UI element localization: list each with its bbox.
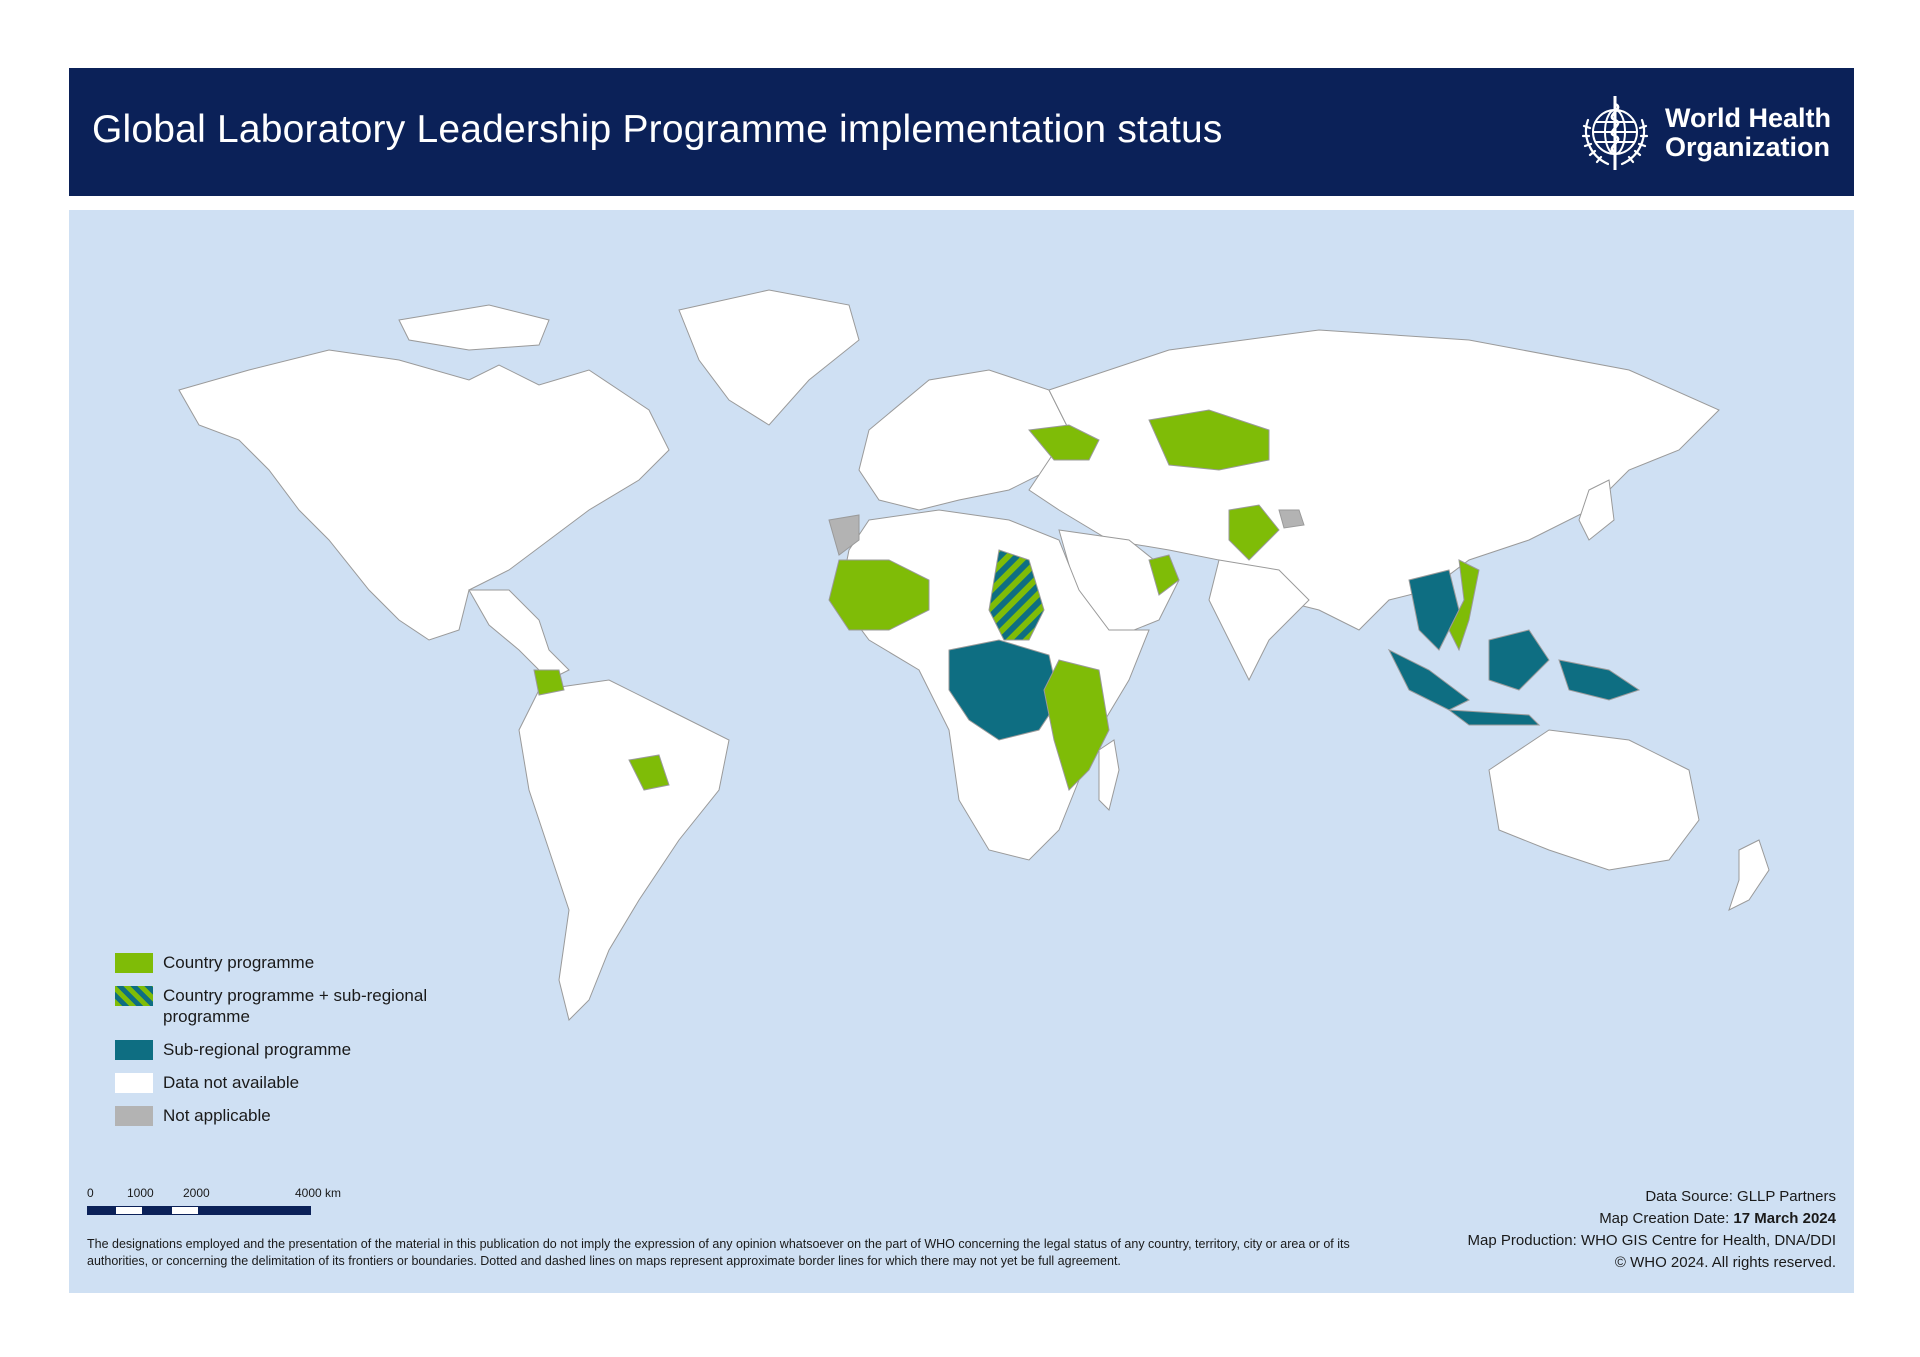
ecuador	[533, 669, 565, 696]
north-america-landmass	[178, 349, 670, 641]
new-zealand	[1728, 839, 1770, 911]
legend-label: Country programme + sub-regional program…	[163, 986, 428, 1026]
central-africa-subregion	[948, 639, 1060, 741]
map-legend: Country programme Country programme + su…	[115, 952, 483, 1138]
western-sahara	[828, 514, 860, 556]
west-africa-programme	[828, 559, 930, 631]
indonesia-west	[1387, 648, 1470, 711]
indonesia-borneo	[1488, 629, 1550, 691]
who-emblem-icon	[1581, 96, 1649, 170]
east-africa-programme	[1043, 659, 1110, 791]
scale-label: 1000	[127, 1186, 154, 1200]
legend-item: Sub-regional programme	[115, 1039, 483, 1060]
scale-label: 0	[87, 1186, 94, 1200]
copyright: © WHO 2024. All rights reserved.	[1614, 1254, 1836, 1271]
legend-item: Not applicable	[115, 1105, 483, 1126]
legend-label: Sub-regional programme	[163, 1040, 352, 1059]
scale-label: 2000	[183, 1186, 210, 1200]
legend-item: Country programme + sub-regional program…	[115, 985, 483, 1027]
who-logo: World Health Organization	[1572, 90, 1832, 174]
paraguay	[628, 754, 670, 791]
scale-bar: 0 1000 2000 4000 km	[87, 1186, 341, 1215]
legend-swatch-no-data	[115, 1073, 153, 1093]
legend-label: Country programme	[163, 953, 315, 972]
vietnam	[1448, 559, 1480, 652]
mekong-countries	[1408, 569, 1460, 651]
europe	[858, 369, 1070, 511]
australia	[1488, 729, 1700, 871]
legend-swatch-not-applicable	[115, 1106, 153, 1126]
arctic-islands	[398, 304, 550, 351]
world-map: Country programme Country programme + su…	[69, 210, 1854, 1293]
indonesia-east	[1558, 659, 1641, 701]
legend-swatch-country-programme	[115, 953, 153, 973]
disclaimer-text: The designations employed and the presen…	[87, 1237, 1350, 1268]
kazakhstan	[1148, 409, 1270, 471]
creation-date: Map Creation Date: 17 March 2024	[1599, 1210, 1836, 1227]
scale-segments	[87, 1206, 311, 1215]
map-credits: Data Source: GLLP Partners Map Creation …	[1468, 1186, 1836, 1274]
map-header: Global Laboratory Leadership Programme i…	[69, 68, 1854, 196]
japan	[1578, 479, 1615, 541]
greenland	[678, 289, 860, 426]
legend-item: Country programme	[115, 952, 483, 973]
scale-label: 4000 km	[295, 1186, 342, 1200]
south-america	[518, 679, 730, 1021]
madagascar	[1098, 739, 1120, 811]
oman	[1148, 554, 1180, 596]
legend-swatch-striped	[115, 986, 153, 1006]
world-map-canvas	[178, 289, 1770, 1021]
legend-item: Data not available	[115, 1072, 483, 1093]
legend-swatch-sub-regional	[115, 1040, 153, 1060]
chad	[988, 549, 1045, 641]
central-america	[468, 589, 570, 681]
kashmir	[1278, 509, 1305, 529]
map-title: Global Laboratory Leadership Programme i…	[92, 108, 1223, 151]
data-source: Data Source: GLLP Partners	[1645, 1188, 1836, 1205]
legend-label: Data not available	[163, 1073, 300, 1092]
map-production: Map Production: WHO GIS Centre for Healt…	[1467, 1232, 1836, 1249]
pakistan	[1228, 504, 1280, 561]
who-name: World Health Organization	[1665, 103, 1832, 162]
asia	[1028, 329, 1720, 631]
ukraine	[1028, 424, 1100, 461]
indonesia-java	[1447, 709, 1541, 726]
legend-label: Not applicable	[163, 1106, 271, 1125]
indian-subcontinent	[1208, 559, 1310, 682]
